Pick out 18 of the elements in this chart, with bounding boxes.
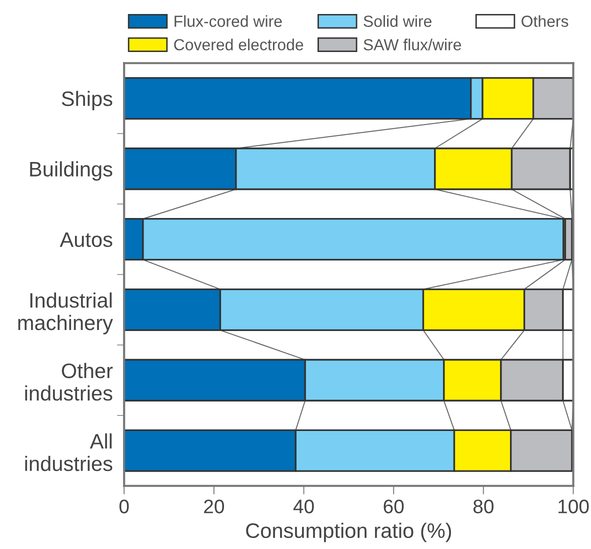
y-tick-label: Industrial machinery <box>18 292 113 334</box>
legend-label: Covered electrode <box>174 38 304 50</box>
x-tick-label: 40 <box>293 500 314 514</box>
x-tick-label: 60 <box>384 500 404 514</box>
legend-label: Flux-cored wire <box>174 15 282 27</box>
legend-label: Others <box>522 15 568 27</box>
y-tick-label: Autos <box>60 232 112 248</box>
y-tick-label: All industries <box>25 433 112 472</box>
legend-label: Solid wire <box>364 15 432 27</box>
x-axis-title: Consumption ratio (%) <box>246 522 452 542</box>
x-tick-label: 100 <box>558 500 589 514</box>
x-tick-label: 0 <box>119 500 129 514</box>
x-tick-label: 80 <box>473 500 494 514</box>
y-tick-label: Buildings <box>30 161 112 181</box>
y-tick-label: Other industries <box>25 362 113 401</box>
x-tick-label: 20 <box>204 500 224 514</box>
legend-label: SAW flux/wire <box>364 38 462 50</box>
y-tick-label: Ships <box>62 90 112 110</box>
